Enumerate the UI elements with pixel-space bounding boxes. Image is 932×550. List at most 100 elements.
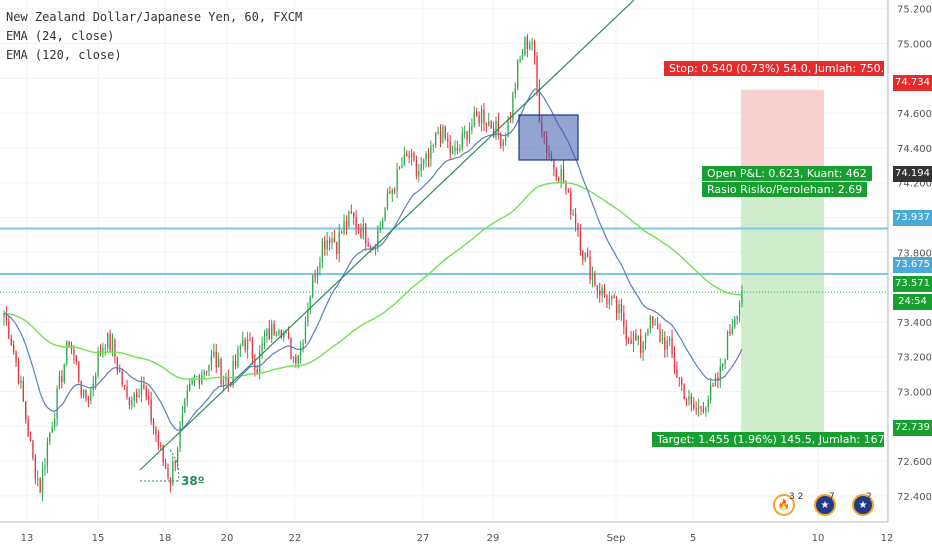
candle-body: [189, 383, 191, 392]
candle-body: [379, 227, 381, 230]
candle-body: [485, 122, 488, 126]
candle-body: [536, 56, 538, 88]
candle-body: [681, 378, 683, 385]
candle-body: [362, 224, 365, 238]
candle-body: [271, 323, 273, 340]
candle-body: [709, 385, 712, 400]
candle-body: [343, 221, 345, 234]
candle-body: [627, 339, 630, 341]
candle-body: [625, 326, 627, 340]
event-count-1: 3 2: [789, 492, 804, 502]
candle-body: [712, 385, 714, 387]
candle-body: [73, 349, 75, 356]
candle-body: [66, 341, 68, 364]
candle-body: [220, 358, 222, 385]
candle-body: [514, 88, 516, 94]
candle-body: [297, 355, 299, 364]
target-price-tag: 72.739: [893, 420, 932, 436]
candle-body: [447, 138, 449, 142]
candle-body: [476, 111, 478, 116]
candle-body: [326, 239, 328, 250]
candle-body: [85, 390, 87, 399]
candle-body: [468, 130, 471, 140]
candle-body: [678, 377, 680, 379]
candle-body: [683, 384, 685, 400]
candle-body: [169, 477, 172, 484]
candle-body: [184, 399, 186, 414]
candle-body: [266, 328, 268, 336]
candle-body: [415, 160, 418, 176]
candle-body: [128, 397, 131, 405]
candle-body: [422, 159, 425, 164]
candle-body: [25, 401, 27, 420]
candle-body: [562, 168, 565, 184]
candle-body: [500, 133, 502, 147]
candle-body: [384, 207, 386, 221]
candle-body: [174, 461, 176, 463]
ema-layer: [3, 88, 743, 431]
candle-body: [114, 339, 116, 358]
candle-body: [290, 337, 292, 359]
candle-body: [729, 331, 731, 334]
candle-body: [15, 352, 17, 363]
angle-label: 38º: [181, 474, 205, 488]
candle-body: [213, 351, 215, 356]
y-tick-label: 72.600: [897, 457, 932, 468]
candle-body: [707, 399, 709, 408]
candle-body: [502, 141, 504, 147]
candle-body: [439, 131, 442, 143]
candle-body: [34, 457, 37, 479]
target-label[interactable]: Target: 1.455 (1.96%) 145.5, Jumlah: 167: [652, 432, 884, 447]
position-zones: [741, 89, 824, 437]
australia-flag-icon[interactable]: ★: [814, 494, 836, 516]
candle-body: [275, 334, 278, 336]
stop-label[interactable]: Stop: 0.540 (0.73%) 54.0, Jumlah: 750.5: [664, 61, 884, 76]
candle-body: [512, 93, 514, 119]
candle-body: [521, 54, 524, 59]
candle-body: [333, 238, 336, 243]
candle-body: [495, 120, 497, 138]
candle-body: [299, 348, 302, 356]
candle-body: [278, 330, 280, 335]
x-tick-label: Sep: [607, 533, 626, 544]
candle-body: [12, 344, 15, 353]
candle-body: [437, 131, 439, 133]
ema-slow-legend[interactable]: EMA (120, close): [6, 48, 122, 62]
candle-body: [425, 153, 427, 160]
candle-body: [642, 342, 644, 353]
candle-body: [357, 228, 360, 230]
level-73675-tag: 73.675: [893, 257, 932, 273]
candle-body: [714, 376, 717, 387]
y-tick-label: 73.000: [897, 388, 932, 399]
candle-body: [430, 146, 432, 159]
candle-body: [630, 339, 632, 345]
australia-flag-icon[interactable]: ★: [852, 494, 874, 516]
candle-body: [27, 419, 29, 437]
x-tick-label: 27: [417, 533, 430, 544]
candle-body: [736, 315, 738, 319]
candle-body: [22, 380, 24, 402]
candle-body: [227, 378, 229, 385]
ema-120-line: [3, 181, 742, 380]
candle-body: [104, 348, 106, 350]
candle-body: [507, 118, 509, 138]
candle-body: [167, 468, 169, 478]
ema-fast-legend[interactable]: EMA (24, close): [6, 29, 115, 43]
candle-body: [319, 262, 321, 269]
candle-body: [560, 168, 562, 181]
candle-body: [123, 384, 126, 387]
candle-body: [406, 153, 408, 156]
candle-body: [577, 223, 579, 232]
fire-event-icon[interactable]: 🔥: [773, 494, 795, 516]
candle-body: [442, 126, 444, 143]
candle-body: [225, 378, 227, 380]
candle-body: [239, 346, 242, 349]
candle-body: [509, 118, 512, 120]
candle-body: [94, 375, 97, 384]
candle-body: [126, 386, 128, 398]
candle-body: [558, 178, 560, 181]
candle-body: [107, 333, 109, 349]
candle-body: [463, 131, 466, 135]
candle-body: [314, 275, 316, 278]
